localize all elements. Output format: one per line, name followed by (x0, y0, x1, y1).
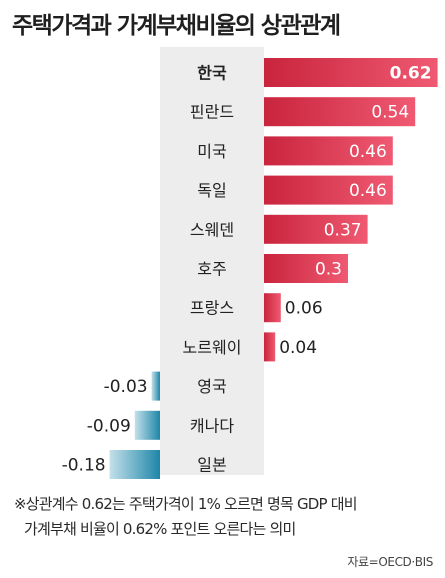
category-label: 호주 (197, 260, 226, 279)
bar (264, 97, 416, 127)
category-label: 캐나다 (190, 416, 234, 435)
bar (264, 175, 393, 205)
footnote-line-2: 가계부채 비율이 0.62% 포인트 오른다는 의미 (24, 520, 296, 538)
footnote-line-1: ※상관계수 0.62는 주택가격이 1% 오르면 명목 GDP 대비 (14, 495, 358, 513)
value-label: -0.03 (104, 377, 148, 397)
bar (264, 214, 368, 244)
category-label: 한국 (197, 64, 227, 83)
bar (134, 410, 160, 440)
category-label: 영국 (197, 377, 226, 396)
category-label: 미국 (197, 142, 226, 161)
value-label: -0.18 (62, 456, 106, 476)
bar (264, 254, 348, 283)
value-label: -0.09 (87, 416, 131, 436)
category-label: 프랑스 (190, 299, 234, 318)
chart-title: 주택가격과 가계부채비율의 상관관계 (12, 13, 341, 39)
value-label: 0.06 (285, 299, 323, 319)
source-label: 자료=OECD·BIS (347, 555, 433, 569)
bar (264, 58, 438, 87)
value-label: 0.54 (371, 103, 409, 123)
value-label: 0.62 (390, 64, 432, 84)
category-label: 일본 (197, 456, 226, 475)
bar (264, 332, 276, 362)
value-label: 0.46 (349, 181, 387, 201)
category-label: 독일 (197, 181, 226, 200)
category-label: 노르웨이 (183, 338, 242, 357)
category-label: 스웨덴 (190, 220, 234, 239)
value-label: 0.3 (315, 260, 342, 280)
value-label: 0.37 (324, 220, 362, 240)
category-label: 핀란드 (190, 103, 234, 122)
value-label: 0.04 (279, 338, 317, 358)
bar (109, 450, 160, 479)
value-label: 0.46 (349, 142, 387, 162)
bar (264, 136, 393, 166)
bar (264, 293, 281, 323)
label-panel (160, 47, 264, 475)
bar (151, 371, 160, 401)
